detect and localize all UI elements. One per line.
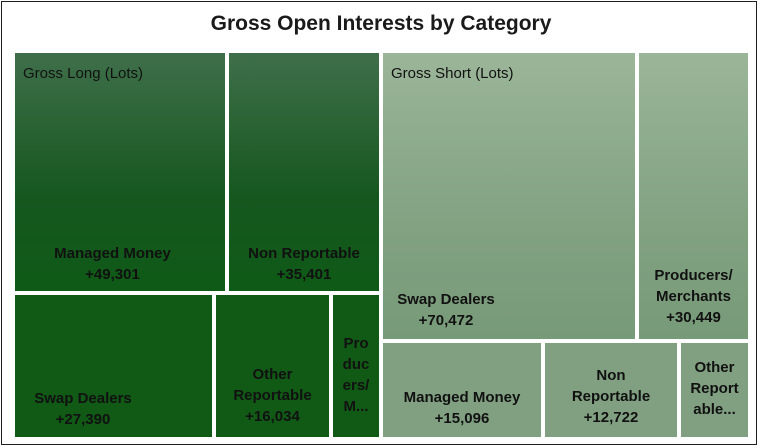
tile-long-managed-money: Gross Long (Lots) Managed Money +49,301 — [13, 51, 227, 293]
group-label-short: Gross Short (Lots) — [391, 65, 514, 82]
tile-label: Swap Dealers — [397, 291, 495, 308]
tile-label: Managed Money — [403, 389, 521, 406]
tile-value: +15,096 — [434, 410, 490, 427]
tile-label: Managed Money — [54, 245, 171, 262]
tile-long-non-reportable: Non Reportable +35,401 — [227, 51, 381, 293]
tile-label: Swap Dealers — [34, 390, 132, 407]
tile-value: +49,301 — [85, 266, 140, 283]
treemap-plot: Gross Long (Lots) Managed Money +49,301 … — [13, 51, 750, 439]
tile-short-managed-money: Managed Money +15,096 — [381, 341, 543, 439]
tile-label: Other Reportable — [233, 366, 312, 404]
tile-label: Other Reportable... — [690, 359, 739, 418]
tile-value: +16,034 — [245, 408, 300, 425]
tile-value: +70,472 — [418, 312, 474, 329]
tile-short-producers-merchants: Producers/ Merchants +30,449 — [637, 51, 750, 341]
tile-value: +35,401 — [276, 266, 332, 283]
tile-long-swap-dealers: Swap Dealers +27,390 — [13, 293, 214, 439]
tile-short-non-reportable: Non Reportable +12,722 — [543, 341, 679, 439]
tile-value: +27,390 — [55, 411, 111, 428]
tile-long-other-reportable: Other Reportable +16,034 — [214, 293, 331, 439]
tile-value: +12,722 — [583, 409, 639, 426]
chart-title: Gross Open Interests by Category — [210, 12, 552, 35]
tile-label: Producers/ Merchants — [654, 267, 733, 305]
group-label-long: Gross Long (Lots) — [23, 65, 144, 82]
tile-label: Producers/ M... — [342, 335, 370, 415]
tile-short-swap-dealers: Gross Short (Lots) Swap Dealers +70,472 — [381, 51, 637, 341]
tile-label: Non Reportable — [248, 245, 360, 262]
tile-value: +30,449 — [666, 309, 721, 326]
tile-long-producers: Producers/ M... — [331, 293, 381, 439]
tile-short-other-reportable: Other Reportable... — [679, 341, 750, 439]
tile-label: Non Reportable — [571, 367, 651, 405]
